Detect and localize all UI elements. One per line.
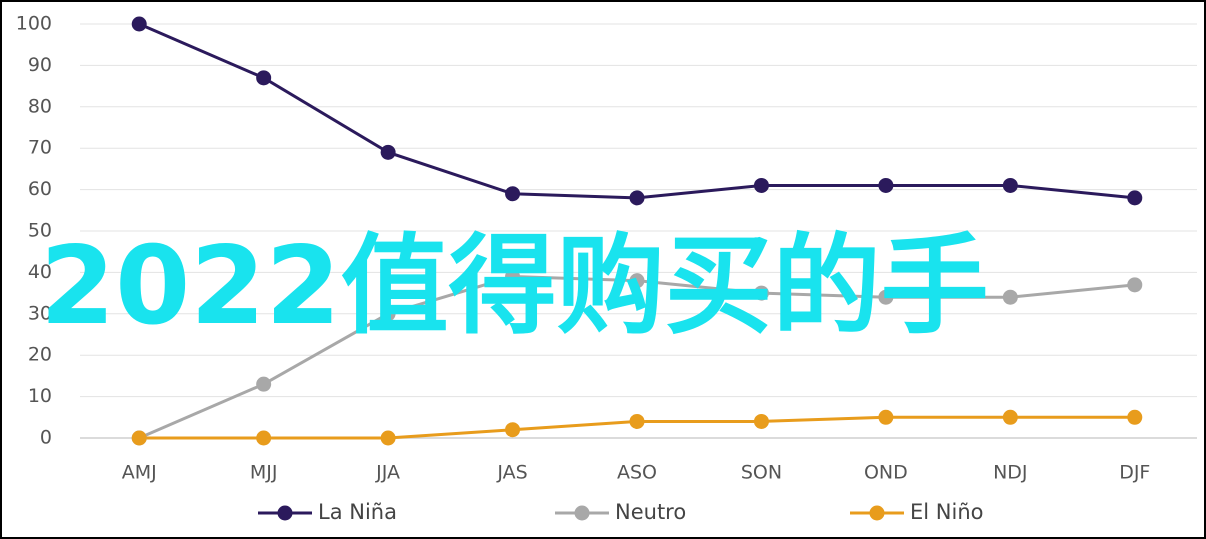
data-point [131,16,147,32]
data-point [1002,289,1018,305]
y-tick-label: 10 [28,385,52,407]
data-point [629,413,645,429]
y-tick-label: 20 [28,344,52,366]
y-tick-label: 100 [16,13,52,35]
data-point [1002,177,1018,193]
x-tick-label: MJJ [250,462,278,484]
overlay-text: 2022值得购买的手 [40,224,989,349]
data-point [878,289,894,305]
legend-marker [869,505,885,521]
y-tick-label: 0 [40,427,52,449]
data-point [1127,409,1143,425]
x-tick-label: OND [864,462,908,484]
legend-marker [574,505,590,521]
data-point [256,376,272,392]
data-point [380,430,396,446]
data-point [629,273,645,289]
y-tick-label: 50 [28,220,52,242]
y-tick-label: 70 [28,137,52,159]
y-tick-label: 40 [28,261,52,283]
data-point [505,269,521,285]
y-tick-label: 60 [28,178,52,200]
legend-label: Neutro [615,500,686,524]
data-point [505,422,521,438]
x-tick-label: SON [741,462,782,484]
data-point [753,413,769,429]
data-point [753,177,769,193]
legend-label: El Niño [910,500,983,524]
data-point [131,430,147,446]
data-point [1127,190,1143,206]
x-tick-label: NDJ [993,462,1027,484]
x-tick-label: JAS [496,462,527,484]
data-point [256,70,272,86]
x-tick-label: JJA [375,462,400,484]
x-tick-label: AMJ [122,462,157,484]
y-tick-label: 80 [28,95,52,117]
data-point [878,409,894,425]
legend-label: La Niña [318,500,397,524]
legend-marker [277,505,293,521]
data-point [753,285,769,301]
y-tick-label: 30 [28,302,52,324]
y-tick-label: 90 [28,54,52,76]
data-point [505,186,521,202]
data-point [256,430,272,446]
data-point [1002,409,1018,425]
x-tick-label: ASO [617,462,657,484]
data-point [629,190,645,206]
data-point [380,306,396,322]
data-point [878,177,894,193]
data-point [1127,277,1143,293]
x-tick-label: DJF [1119,462,1150,484]
data-point [380,144,396,160]
